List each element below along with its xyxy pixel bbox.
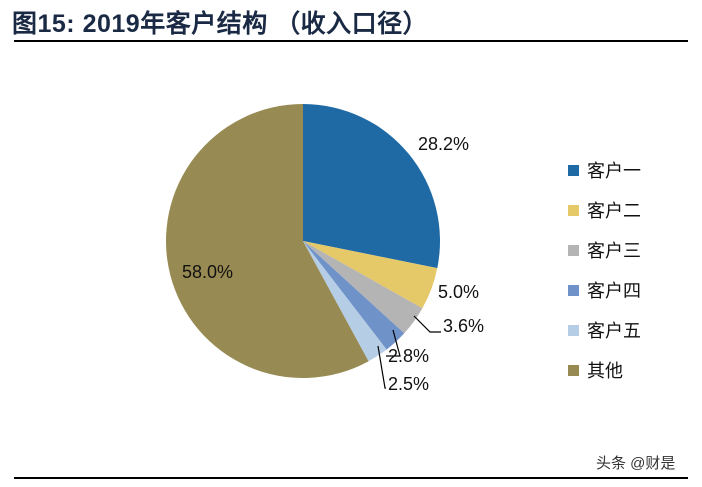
leader-line <box>377 345 386 389</box>
legend-label: 客户一 <box>587 161 641 182</box>
pie-slice-1 <box>303 104 440 269</box>
pie-slice-3 <box>303 241 423 334</box>
watermark: 头条 @财是 <box>596 455 676 472</box>
pie-slice-2 <box>303 241 438 309</box>
data-label: 2.5% <box>388 374 429 394</box>
data-label: 3.6% <box>443 316 484 336</box>
legend-item: 其他 <box>568 350 641 390</box>
pie-slice-4 <box>303 241 405 350</box>
legend: 客户一客户二客户三客户四客户五其他 <box>568 150 641 390</box>
legend-swatch <box>568 204 579 216</box>
legend-label: 其他 <box>587 361 623 382</box>
data-label: 58.0% <box>182 262 233 282</box>
legend-label: 客户五 <box>587 321 641 342</box>
legend-item: 客户五 <box>568 310 641 350</box>
title-divider <box>14 40 688 42</box>
data-label: 5.0% <box>438 282 479 302</box>
chart-title: 图15: 2019年客户结构 （收入口径） <box>12 10 429 38</box>
leader-line <box>413 315 441 333</box>
data-label: 28.2% <box>418 134 469 154</box>
legend-item: 客户一 <box>568 150 641 190</box>
legend-label: 客户三 <box>587 241 641 262</box>
legend-label: 客户四 <box>587 281 641 302</box>
bottom-divider <box>14 477 688 479</box>
legend-swatch <box>568 244 579 256</box>
pie-slice-6 <box>165 104 369 378</box>
legend-swatch <box>568 324 579 336</box>
legend-swatch <box>568 164 579 176</box>
legend-swatch <box>568 284 579 296</box>
pie-slice-5 <box>303 241 387 362</box>
legend-item: 客户二 <box>568 190 641 230</box>
legend-item: 客户三 <box>568 230 641 270</box>
legend-label: 客户二 <box>587 201 641 222</box>
legend-item: 客户四 <box>568 270 641 310</box>
data-label: 2.8% <box>388 346 429 366</box>
leader-line <box>386 329 401 357</box>
legend-swatch <box>568 364 579 376</box>
